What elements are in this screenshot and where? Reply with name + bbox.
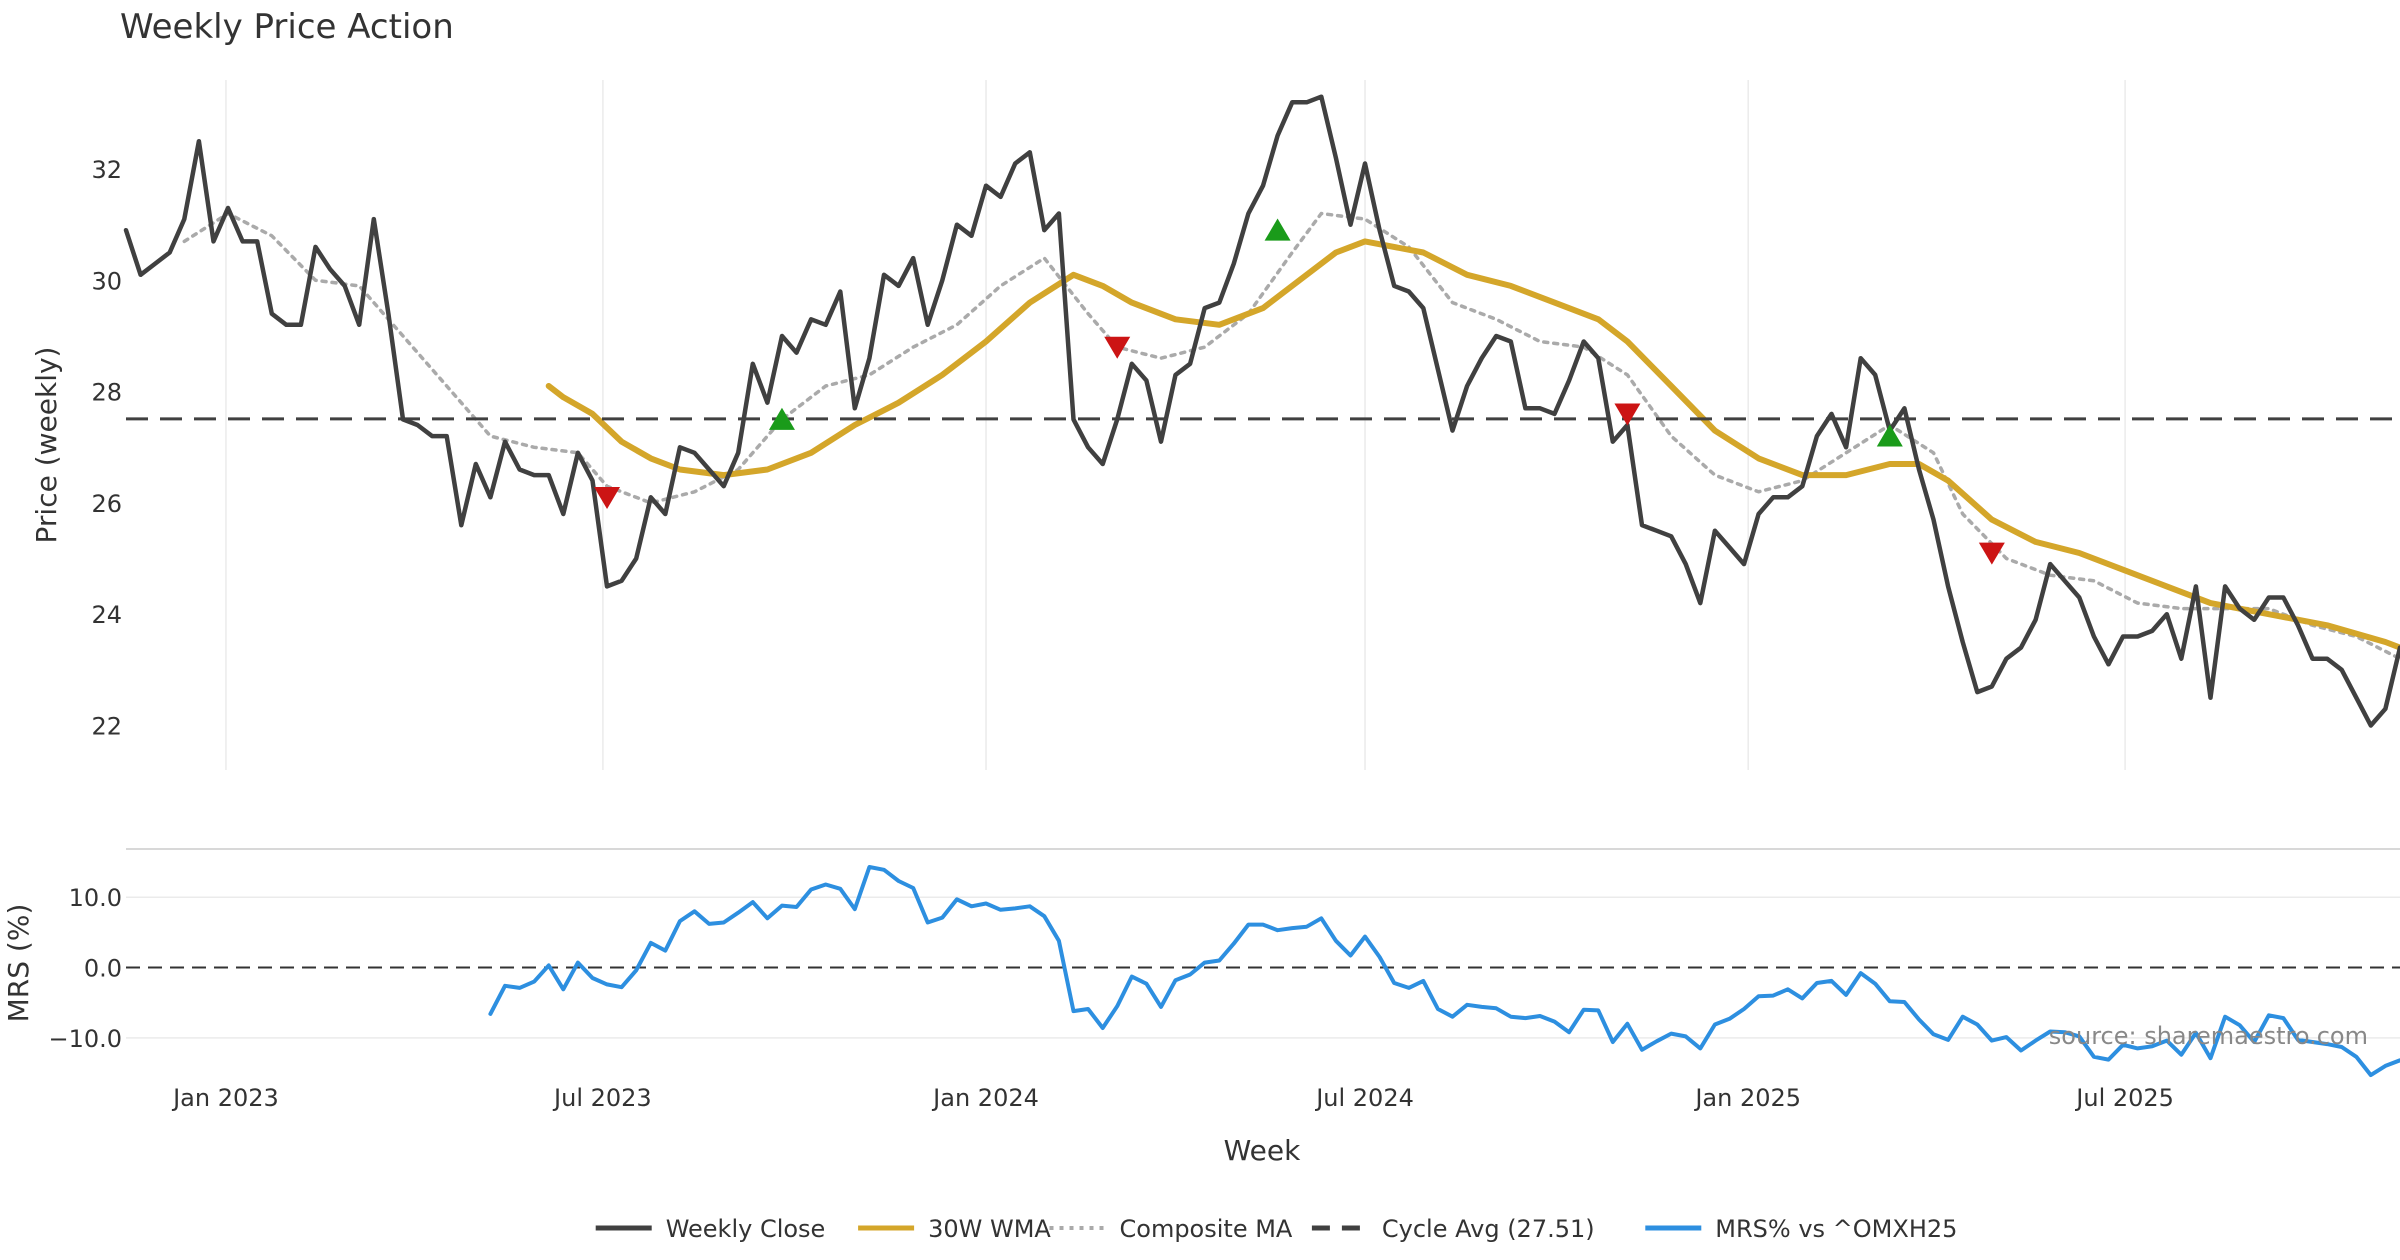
- x-tick-label: Jan 2023: [171, 1084, 279, 1112]
- legend-label-30w-wma: 30W WMA: [928, 1215, 1051, 1243]
- chart-title: Weekly Price Action: [120, 7, 454, 47]
- sell-signal-marker: [1978, 542, 2005, 565]
- price-y-tick-label: 30: [91, 267, 122, 295]
- x-tick-label: Jul 2023: [552, 1084, 652, 1112]
- mrs-y-tick-label: 10.0: [69, 884, 122, 912]
- legend-label-cycle-avg-27-51: Cycle Avg (27.51): [1382, 1215, 1595, 1243]
- price-series: [123, 94, 2400, 728]
- buy-signal-marker: [768, 407, 795, 430]
- x-ticks: Jan 2023 Jul 2023 Jan 2024 Jul 2024 Jan 2025…: [171, 1084, 2174, 1112]
- price-y-tick-label: 28: [91, 379, 122, 407]
- price-panel: 22 24 26 28 30 32 Price (weekly): [30, 80, 2400, 770]
- price-y-axis-title: Price (weekly): [30, 347, 63, 544]
- legend-label-composite-ma: Composite MA: [1120, 1215, 1293, 1243]
- price-y-ticks: 22 24 26 28 30 32: [91, 156, 122, 740]
- signal-markers: [594, 218, 2005, 565]
- price-y-tick-label: 26: [91, 490, 122, 518]
- series-mrs-line: [488, 865, 2400, 1078]
- mrs-grid: [126, 896, 2400, 1039]
- legend-label-mrs-vs-omxh25: MRS% vs ^OMXH25: [1715, 1215, 1957, 1243]
- buy-signal-marker: [1876, 424, 1903, 447]
- x-tick-label: Jan 2024: [931, 1084, 1039, 1112]
- mrs-y-ticks: 10.0 0.0 −10.0: [48, 884, 122, 1053]
- x-tick-label: Jul 2025: [2074, 1084, 2174, 1112]
- price-y-tick-label: 22: [91, 712, 122, 740]
- sell-signal-marker: [1104, 336, 1131, 359]
- mrs-series: [488, 865, 2400, 1078]
- mrs-y-axis-title: MRS (%): [2, 904, 35, 1023]
- mrs-y-tick-label: −10.0: [48, 1025, 122, 1053]
- legend-label-weekly-close: Weekly Close: [666, 1215, 826, 1243]
- sell-signal-marker: [1614, 403, 1641, 426]
- x-tick-label: Jul 2024: [1314, 1084, 1414, 1112]
- price-y-tick-label: 24: [91, 601, 122, 629]
- sell-signal-marker: [594, 486, 621, 510]
- series-composite-ma: [182, 211, 2400, 661]
- buy-signal-marker: [1264, 218, 1291, 241]
- mrs-y-tick-label: 0.0: [84, 955, 122, 983]
- series-30w-wma: [545, 238, 2400, 651]
- mrs-panel: 10.0 0.0 −10.0 MRS (%) source: sharemaestr…: [2, 865, 2400, 1078]
- x-tick-label: Jan 2025: [1693, 1084, 1801, 1112]
- x-axis-title: Week: [1224, 1134, 1301, 1167]
- watermark: source: sharemaestro.com: [2049, 1022, 2368, 1050]
- legend: Weekly Close 30W WMA Composite MA Cycle Avg…: [595, 1215, 1957, 1243]
- price-grid: [225, 80, 2126, 770]
- series-weekly-close: [123, 94, 2400, 728]
- price-y-tick-label: 32: [91, 156, 122, 184]
